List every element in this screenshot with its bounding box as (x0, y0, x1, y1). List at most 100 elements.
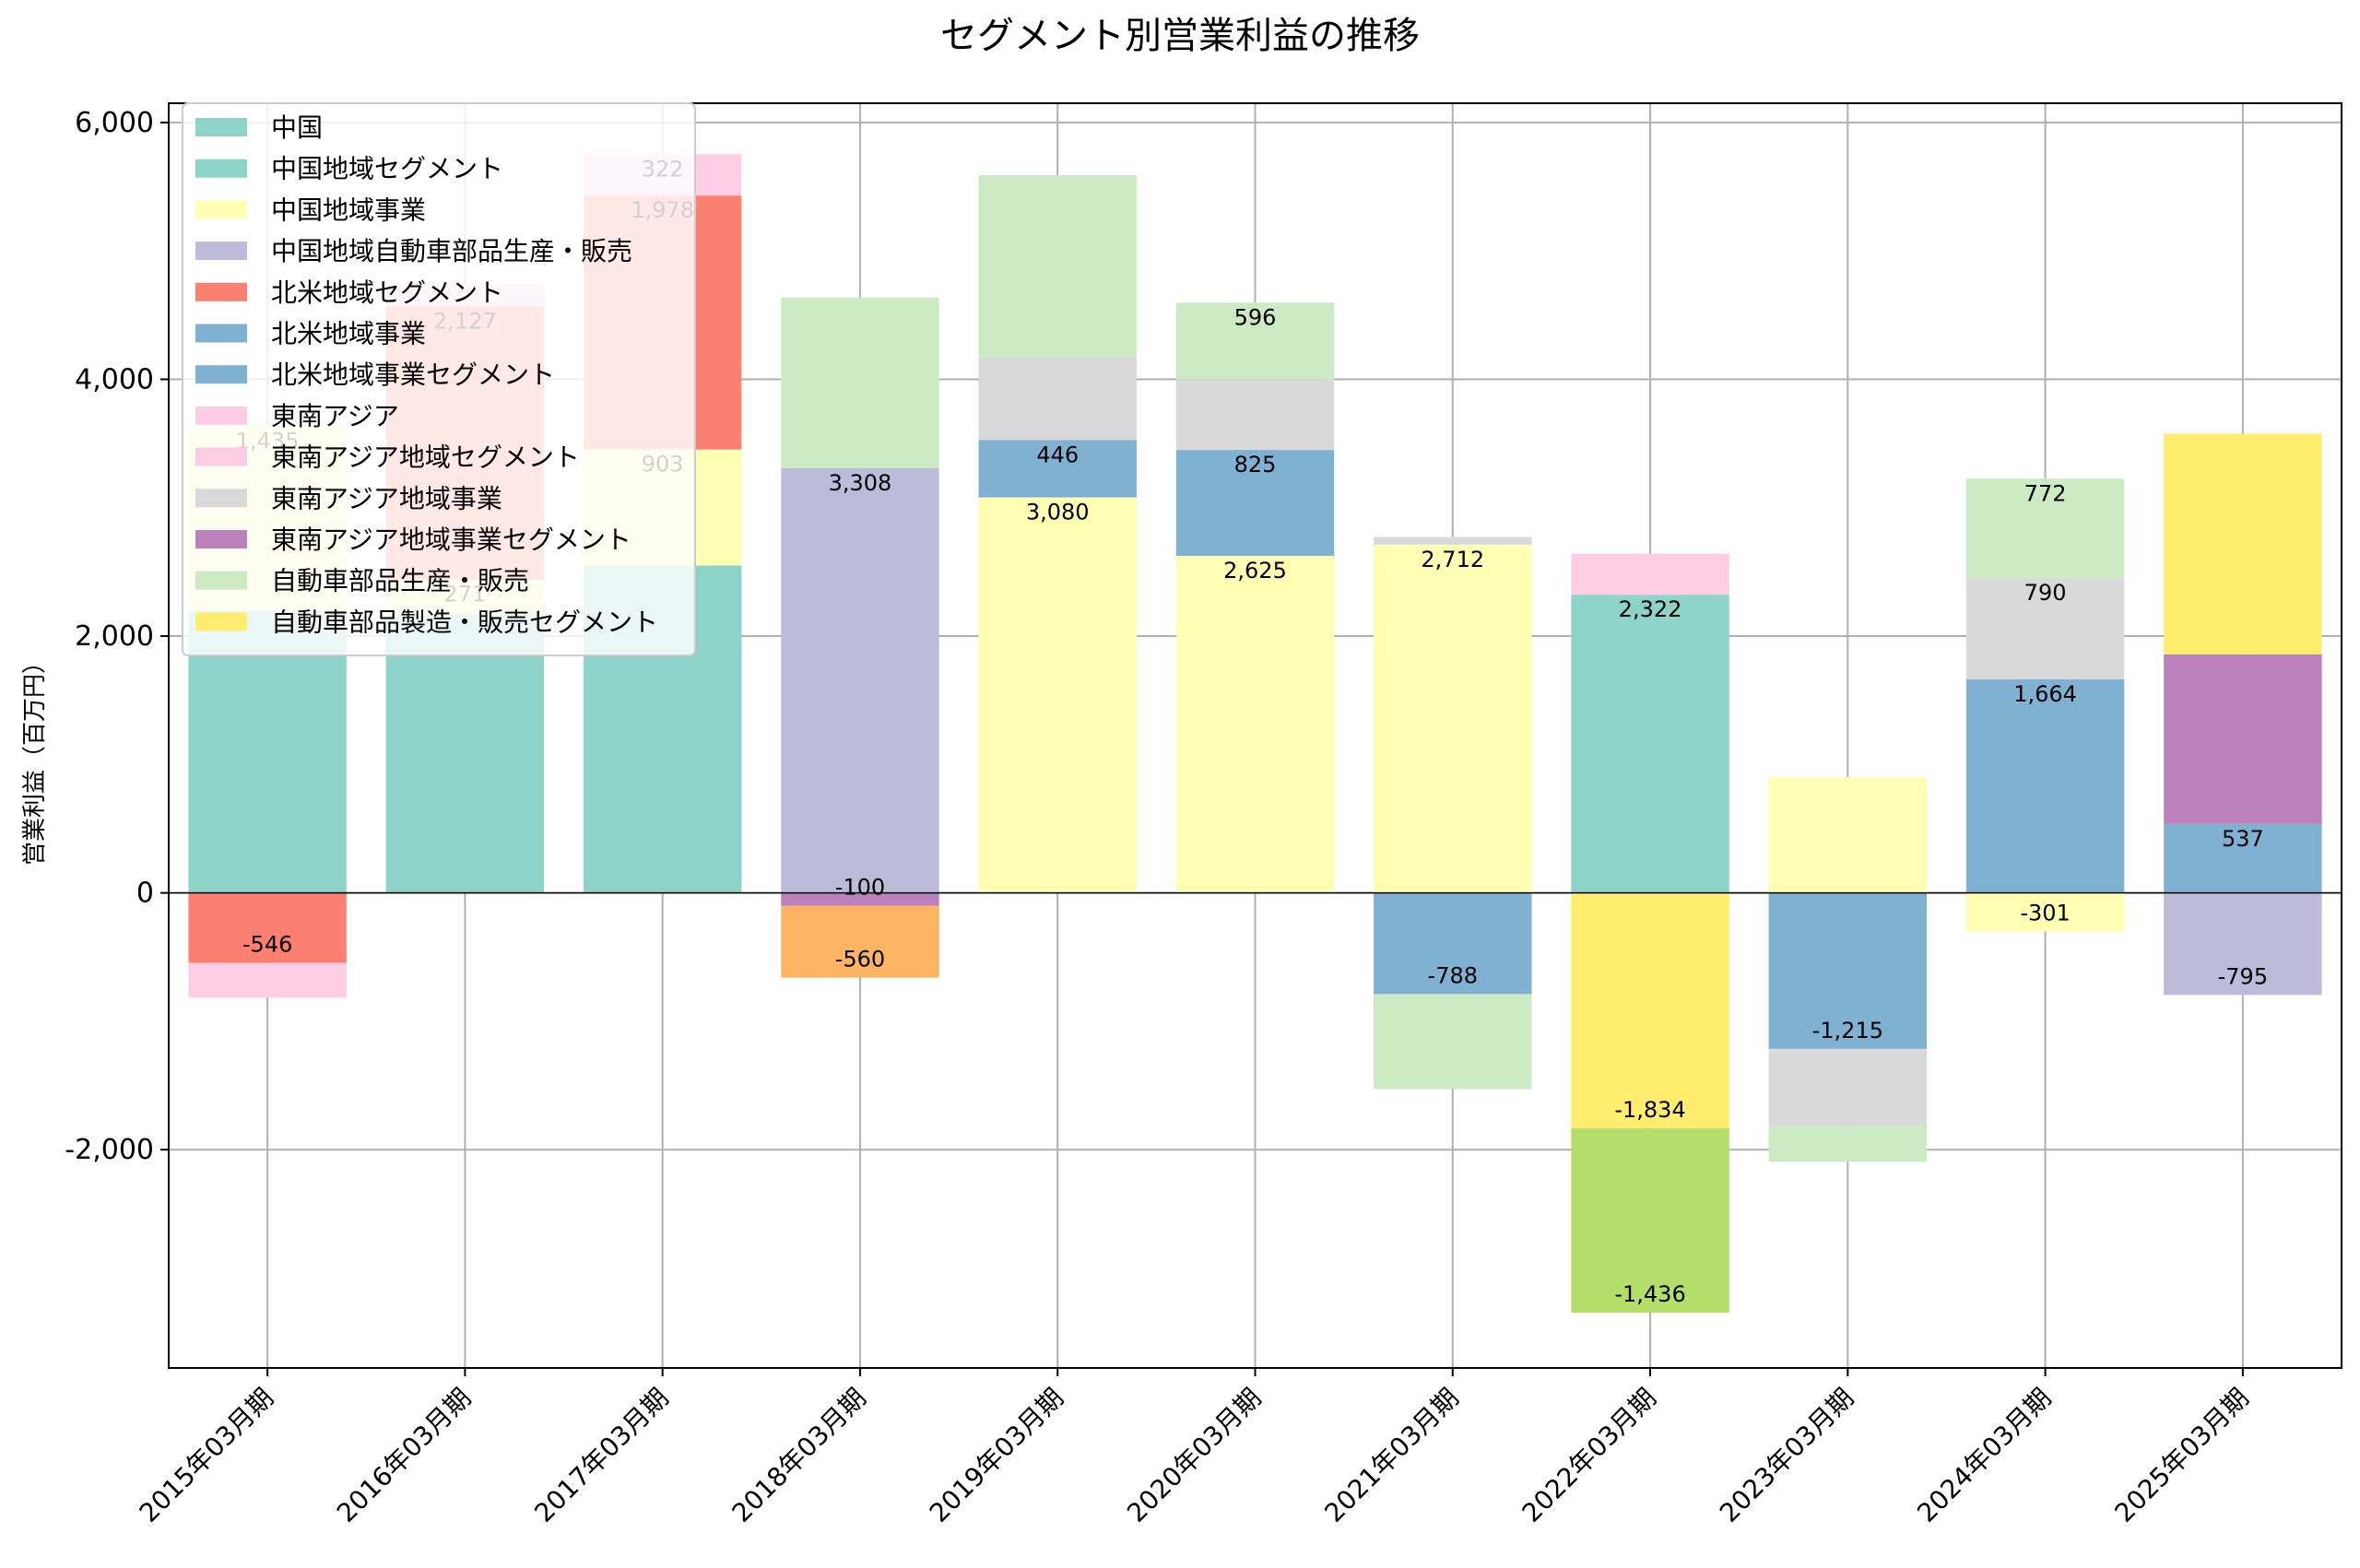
y-tick-label: 4,000 (75, 363, 154, 395)
legend-swatch (195, 242, 247, 261)
legend-label: 北米地域事業セグメント (271, 360, 555, 390)
data-label: -560 (835, 947, 885, 973)
bar-segment-9-6 (1374, 536, 1532, 545)
y-axis-label: 営業利益（百万円） (21, 650, 49, 866)
bar-segment-2-8 (1768, 777, 1928, 893)
legend-label: 中国地域自動車部品生産・販売 (271, 236, 632, 266)
legend: 中国中国地域セグメント中国地域事業中国地域自動車部品生産・販売北米地域セグメント… (182, 102, 696, 657)
bar-segment-2-6 (1374, 544, 1532, 893)
x-tick-label: 2023年03月期 (1714, 1383, 1859, 1528)
bar-segment-1-1 (385, 614, 545, 893)
data-label: -788 (1428, 962, 1478, 988)
bar-segment-12-7 (1571, 892, 1729, 1129)
bar-segment-11-4 (978, 174, 1137, 358)
bar-segment-10-3 (781, 892, 939, 906)
legend-box (182, 102, 696, 657)
bar-segment-11-3 (781, 297, 939, 468)
bar-segment-4-0 (188, 892, 347, 963)
x-tick-label: 2020年03月期 (1121, 1383, 1267, 1528)
x-tick-label: 2016年03月期 (331, 1383, 477, 1528)
data-label: 790 (2024, 580, 2067, 606)
x-tick-label: 2021年03月期 (1318, 1383, 1464, 1528)
legend-swatch (195, 530, 247, 548)
legend-swatch (195, 365, 247, 384)
x-tick-label: 2025年03月期 (2108, 1383, 2254, 1528)
bar-segment-14-7 (1571, 1128, 1729, 1314)
data-label: 3,080 (1026, 500, 1090, 525)
legend-label: 中国地域事業 (271, 195, 426, 225)
bar-segment-9-9 (1965, 577, 2125, 679)
data-label: -1,436 (1614, 1281, 1685, 1307)
x-tick-label: 2015年03月期 (134, 1383, 279, 1528)
data-label: 596 (1234, 304, 1277, 330)
x-tick-label: 2019年03月期 (924, 1383, 1069, 1528)
legend-swatch (195, 489, 247, 508)
chart-title: セグメント別営業利益の推移 (940, 15, 1420, 57)
legend-label: 北米地域事業 (271, 319, 426, 349)
data-label: 446 (1036, 442, 1079, 467)
data-label: 825 (1234, 452, 1277, 477)
legend-label: 自動車部品生産・販売 (271, 566, 529, 596)
legend-label: 東南アジア地域事業 (271, 483, 502, 513)
bar-segment-9-5 (1175, 379, 1335, 451)
bar-segment-7-7 (1571, 553, 1729, 595)
data-label: 2,322 (1619, 596, 1682, 622)
y-tick-label: 2,000 (75, 620, 154, 653)
y-tick-label: 0 (136, 878, 154, 910)
legend-label: 東南アジア (271, 401, 399, 431)
x-tick-label: 2022年03月期 (1516, 1383, 1662, 1528)
data-label: 2,712 (1421, 547, 1484, 572)
legend-label: 北米地域セグメント (271, 277, 503, 308)
legend-label: 中国 (271, 112, 323, 143)
bar-segment-9-8 (1768, 1048, 1928, 1126)
bar-segment-5-8 (1768, 892, 1928, 1049)
legend-label: 東南アジア地域セグメント (271, 442, 580, 473)
data-label: -100 (835, 875, 885, 901)
data-label: 537 (2222, 826, 2264, 852)
legend-swatch (195, 447, 247, 466)
legend-swatch (195, 118, 247, 136)
bar-segment-12-10 (2164, 433, 2322, 654)
bar-segment-5-10 (2164, 823, 2322, 893)
data-label: -795 (2218, 963, 2268, 989)
legend-swatch (195, 200, 247, 219)
bar-segment-0-0 (188, 610, 347, 893)
data-label: 772 (2024, 480, 2067, 506)
legend-swatch (195, 612, 247, 631)
legend-swatch (195, 159, 247, 178)
bar-segment-3-10 (2164, 892, 2322, 996)
bar-segment-2-5 (1175, 555, 1335, 893)
legend-swatch (195, 282, 247, 301)
bar-segment-11-8 (1768, 1126, 1928, 1162)
x-tick-label: 2017年03月期 (528, 1383, 674, 1528)
bar-segment-11-9 (1965, 478, 2125, 578)
bar-segment-1-7 (1571, 595, 1729, 893)
data-label: 3,308 (829, 470, 892, 496)
data-label: 2,625 (1223, 558, 1287, 584)
y-tick-label: 6,000 (75, 107, 154, 139)
bar-segment-7-0 (188, 962, 347, 998)
data-label: -546 (242, 932, 292, 958)
bar-segment-5-4 (978, 440, 1137, 498)
bar-segment-5-9 (1965, 678, 2125, 893)
bar-segment-10-10 (2164, 654, 2322, 824)
legend-swatch (195, 324, 247, 343)
x-tick-label: 2018年03月期 (726, 1383, 872, 1528)
data-label: 1,664 (2013, 681, 2077, 707)
x-tick-label: 2024年03月期 (1911, 1383, 2057, 1528)
bar-segment-2-9 (1965, 892, 2125, 932)
bar-segment-9-4 (978, 357, 1137, 441)
bar-segment-11-5 (1175, 302, 1335, 380)
bars (188, 154, 2322, 1314)
bar-segment-5-5 (1175, 450, 1335, 556)
legend-swatch (195, 571, 247, 590)
legend-label: 中国地域セグメント (271, 154, 503, 184)
data-label: -1,215 (1812, 1018, 1883, 1043)
bar-segment-3-3 (781, 467, 939, 893)
data-label: -301 (2020, 901, 2070, 926)
bar-segment-2-4 (978, 497, 1137, 893)
bar-segment-5-6 (1374, 892, 1532, 995)
legend-label: 自動車部品製造・販売セグメント (271, 607, 658, 637)
bar-segment-11-6 (1374, 994, 1532, 1090)
